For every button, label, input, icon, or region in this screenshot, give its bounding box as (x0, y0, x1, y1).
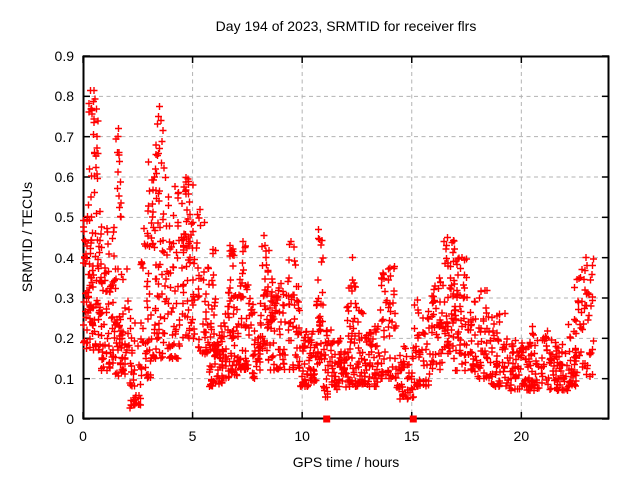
y-tick-label: 0.8 (54, 88, 74, 105)
x-tick-label: 5 (188, 428, 197, 444)
square-marker (323, 415, 331, 423)
y-tick-label: 0 (66, 411, 74, 427)
y-tick-label: 0.9 (54, 48, 74, 64)
x-tick-label: 10 (294, 428, 310, 444)
square-marker (409, 415, 417, 423)
x-axis-title: GPS time / hours (292, 454, 400, 470)
x-tick-label: 20 (513, 428, 530, 444)
y-tick-label: 0.6 (54, 169, 74, 185)
x-tick-label: 0 (79, 428, 87, 444)
chart-title: Day 194 of 2023, SRMTID for receiver flr… (215, 18, 477, 34)
y-tick-label: 0.1 (54, 370, 74, 387)
x-tick-label: 15 (403, 428, 420, 444)
plot-frame (82, 55, 610, 420)
y-tick-label: 0.7 (54, 128, 74, 145)
y-tick-label: 0.2 (54, 330, 74, 347)
y-tick-label: 0.3 (54, 290, 74, 306)
y-tick-label: 0.5 (54, 209, 74, 226)
y-tick-label: 0.4 (54, 249, 74, 266)
scatter-points (80, 87, 597, 412)
